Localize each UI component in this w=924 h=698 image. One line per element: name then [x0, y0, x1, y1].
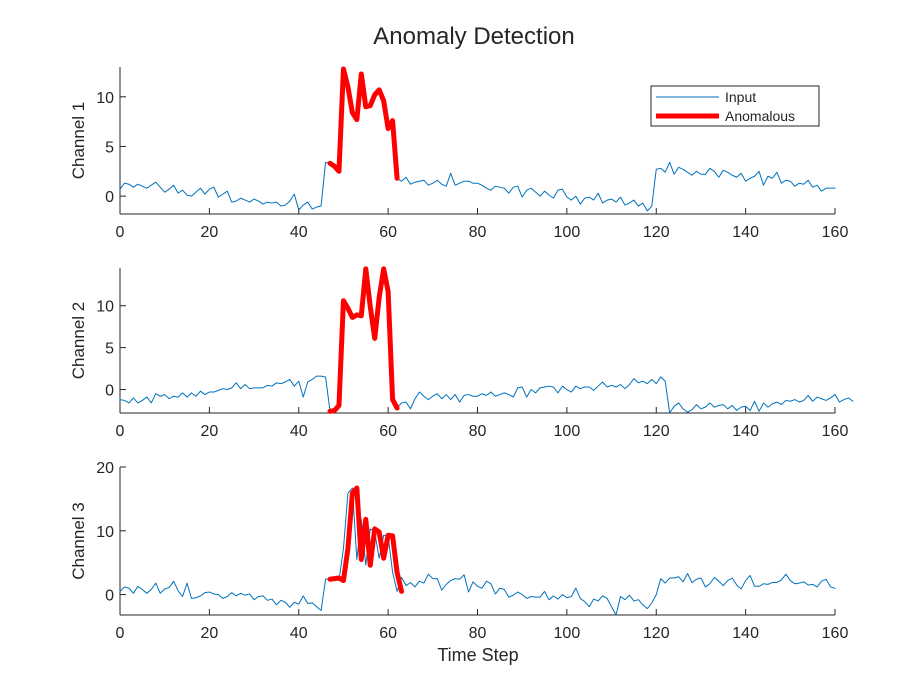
- y-tick-label: 10: [96, 524, 114, 541]
- y-tick-label: 0: [105, 588, 114, 605]
- x-tick-label: 20: [200, 224, 218, 241]
- anomalous-series-line: [327, 485, 405, 594]
- input-series-line: [119, 487, 836, 616]
- legend: Input Anomalous: [650, 85, 820, 127]
- x-tick-label: 120: [643, 625, 670, 642]
- x-tick-label: 120: [643, 423, 670, 440]
- y-tick-label: 20: [96, 460, 114, 477]
- x-tick-label: 60: [379, 224, 397, 241]
- panel-1: 0 20 40 60 80 100 120 140 160 0 5 10 Channel 1: [69, 66, 849, 241]
- x-tick-label: 40: [290, 625, 308, 642]
- x-tick-label: 0: [116, 224, 125, 241]
- x-tick-label: 60: [379, 625, 397, 642]
- y-tick-label: 0: [105, 189, 114, 206]
- x-tick-label: 120: [643, 224, 670, 241]
- x-tick-label: 140: [732, 625, 759, 642]
- x-axis-label: Time Step: [437, 645, 518, 665]
- input-series-line: [119, 68, 836, 212]
- x-tick-label: 160: [822, 423, 849, 440]
- legend-anomalous-label: Anomalous: [725, 108, 795, 124]
- x-tick-label: 140: [732, 224, 759, 241]
- x-tick-label: 40: [290, 224, 308, 241]
- x-tick-label: 40: [290, 423, 308, 440]
- x-tick-label: 0: [116, 625, 125, 642]
- y-axis-label: Channel 3: [69, 502, 88, 580]
- x-tick-label: 100: [554, 423, 581, 440]
- x-tick-label: 60: [379, 423, 397, 440]
- y-axis-label: Channel 1: [69, 102, 88, 180]
- input-series-line: [119, 268, 854, 414]
- chart-title: Anomaly Detection: [373, 23, 574, 50]
- y-tick-label: 10: [96, 299, 114, 316]
- legend-input-label: Input: [725, 89, 756, 105]
- x-tick-label: 80: [469, 224, 487, 241]
- x-tick-label: 100: [554, 625, 581, 642]
- x-tick-label: 80: [469, 625, 487, 642]
- anomalous-series-line: [327, 66, 400, 181]
- panel-2: 0 20 40 60 80 100 120 140 160 0 5 10 Channel 2: [69, 266, 854, 440]
- x-tick-label: 140: [732, 423, 759, 440]
- y-axis-label: Channel 2: [69, 302, 88, 380]
- panel-3: 0 20 40 60 80 100 120 140 160 0 10 20 Channel 3: [69, 460, 848, 642]
- x-tick-label: 20: [200, 423, 218, 440]
- anomalous-series-line: [327, 266, 400, 414]
- y-tick-label: 5: [105, 139, 114, 156]
- x-tick-label: 80: [469, 423, 487, 440]
- x-tick-label: 20: [200, 625, 218, 642]
- y-tick-label: 5: [105, 341, 114, 358]
- y-tick-label: 10: [96, 90, 114, 107]
- x-tick-label: 160: [822, 625, 849, 642]
- legend-box: [650, 85, 820, 127]
- x-tick-label: 100: [554, 224, 581, 241]
- x-tick-label: 160: [822, 224, 849, 241]
- y-tick-label: 0: [105, 383, 114, 400]
- x-tick-label: 0: [116, 423, 125, 440]
